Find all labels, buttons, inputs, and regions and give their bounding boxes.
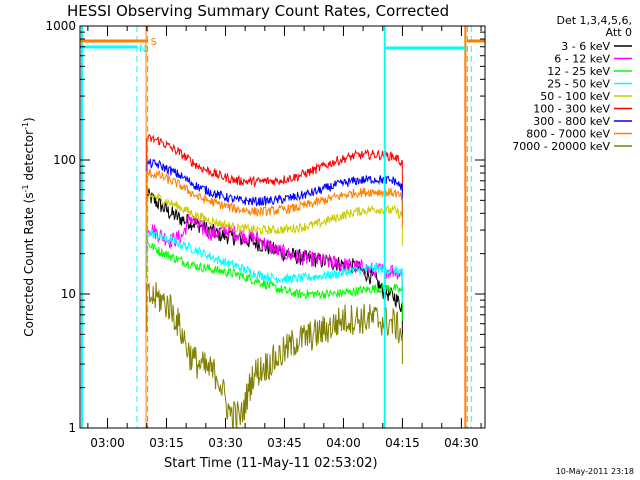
x-tick-label-0: 03:00 (90, 436, 125, 450)
y-tick-label-2: 100 (53, 153, 76, 167)
legend-label-4: 25 - 50 keV (547, 78, 610, 91)
legend-label-3: 12 - 25 keV (547, 65, 610, 78)
marker-layer: SN (80, 26, 485, 428)
legend-label-5: 50 - 100 keV (540, 90, 610, 103)
series-line-7 (146, 157, 403, 218)
series-line-8 (146, 169, 403, 228)
legend-label-7: 300 - 800 keV (533, 115, 610, 128)
label-n: N (139, 44, 146, 55)
data-layer (146, 133, 403, 429)
legend-label-2: 6 - 12 keV (554, 53, 610, 66)
series-line-6 (146, 133, 403, 193)
chart-title: HESSI Observing Summary Count Rates, Cor… (67, 2, 449, 20)
x-tick-label-3: 03:45 (267, 436, 302, 450)
series-line-9 (146, 281, 403, 429)
x-tick-label-2: 03:30 (208, 436, 243, 450)
y-axis-title-part3: ) (22, 117, 36, 122)
axis-ticks: 1 10 100 1000 03:00 03:15 03:30 03:45 04:00 04:15… (45, 19, 485, 450)
footer-timestamp: 10-May-2011 23:18 (556, 467, 634, 476)
label-s: S (151, 37, 157, 48)
x-tick-label-6: 04:30 (444, 436, 479, 450)
series-line-2 (146, 214, 403, 305)
x-tick-label-4: 04:00 (326, 436, 361, 450)
legend-header-line2: Att 0 (606, 26, 632, 39)
legend-label-6: 100 - 300 keV (533, 103, 610, 116)
legend-header-line1: Det 1,3,4,5,6, (556, 14, 632, 27)
y-tick-label-3: 1000 (45, 19, 76, 33)
series-line-5 (146, 190, 403, 247)
legend-label-1: 3 - 6 keV (561, 40, 610, 53)
legend-label-9: 7000 - 20000 keV (512, 140, 610, 153)
y-axis-title-part1: Corrected Count Rate (s (22, 192, 36, 336)
y-axis-title-sup2: -1 (21, 122, 30, 130)
x-tick-label-1: 03:15 (149, 436, 184, 450)
legend-label-8: 800 - 7000 keV (526, 128, 610, 141)
y-axis-title-part2: detector (22, 130, 36, 185)
y-axis-title-sup1: -1 (21, 184, 30, 192)
series-line-3 (146, 241, 403, 321)
y-axis-title: Corrected Count Rate (s-1 detector-1) (21, 117, 36, 336)
y-tick-label-1: 10 (61, 287, 76, 301)
series-line-4 (146, 228, 403, 303)
x-axis-title: Start Time (11-May-11 02:53:02) (164, 456, 378, 471)
x-tick-label-5: 04:15 (385, 436, 420, 450)
plot-frame (79, 25, 486, 429)
y-tick-label-0: 1 (68, 421, 76, 435)
